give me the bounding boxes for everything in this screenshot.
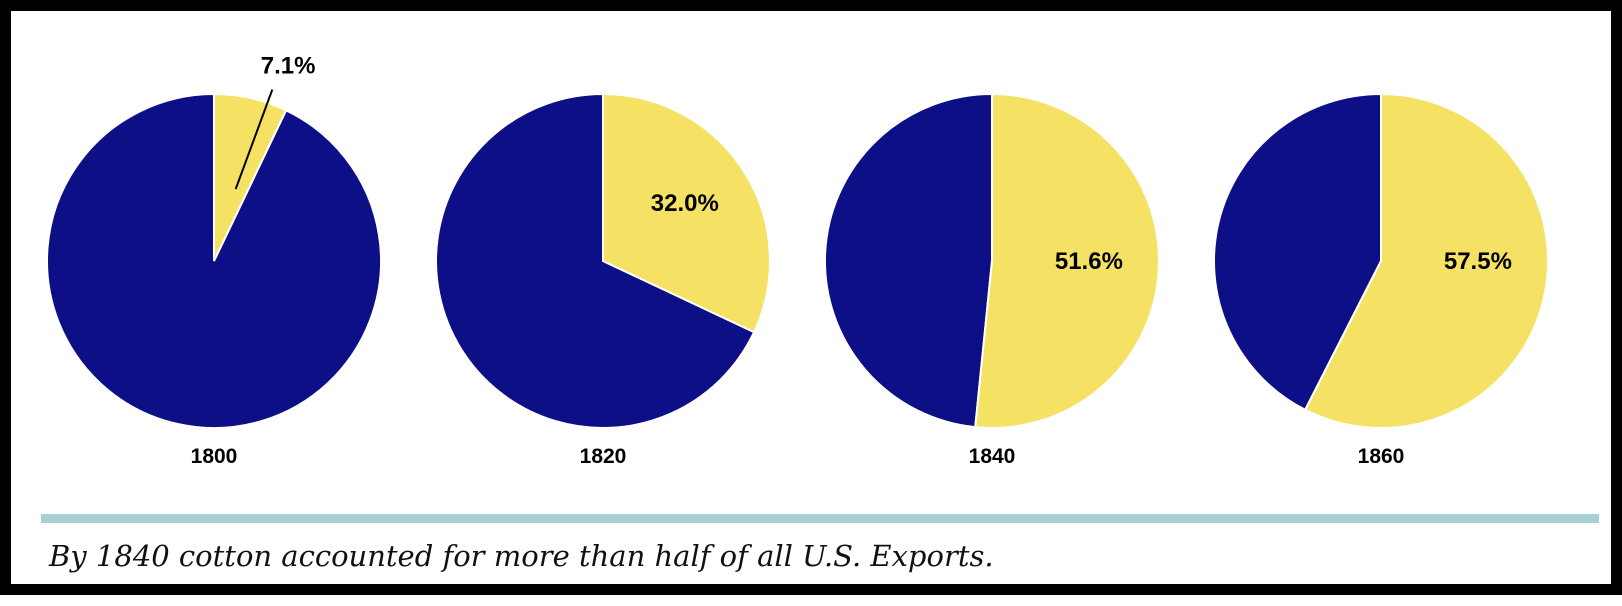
pie-slice-cotton-1840 [974,92,1160,429]
pie-1860: 57.5% 1860 [1213,92,1549,468]
pie-slice-cotton-1820 [602,92,772,334]
pie-leader-line-1800 [234,89,274,190]
divider-line [41,514,1599,523]
pie-slice-cotton-1800 [213,92,288,262]
pie-1840: 51.6% 1840 [823,92,1160,468]
pie-1820: 32.0% 1820 [435,92,772,468]
pie-value-label-1800: 7.1% [261,53,316,80]
pie-year-label-1860: 1860 [1358,445,1405,468]
pie-slice-other-1840 [823,92,993,429]
pie-1800: 7.1% 1800 [46,53,382,468]
pie-value-label-1820: 32.0% [651,190,719,217]
pie-value-label-1860: 57.5% [1444,248,1512,275]
pie-year-label-1820: 1820 [580,445,627,468]
chart-caption: By 1840 cotton accounted for more than h… [49,539,994,573]
pie-year-label-1840: 1840 [969,445,1016,468]
pie-year-label-1800: 1800 [191,445,238,468]
pie-value-label-1840: 51.6% [1055,248,1123,275]
pie-slice-cotton-1860 [1303,92,1549,429]
pie-slice-other-1860 [1213,92,1382,412]
pie-charts-canvas: 7.1% 1800 32.0% 1820 51.6% 1840 57.5% 1860 [46,53,1549,468]
pie-slice-other-1820 [435,92,756,429]
